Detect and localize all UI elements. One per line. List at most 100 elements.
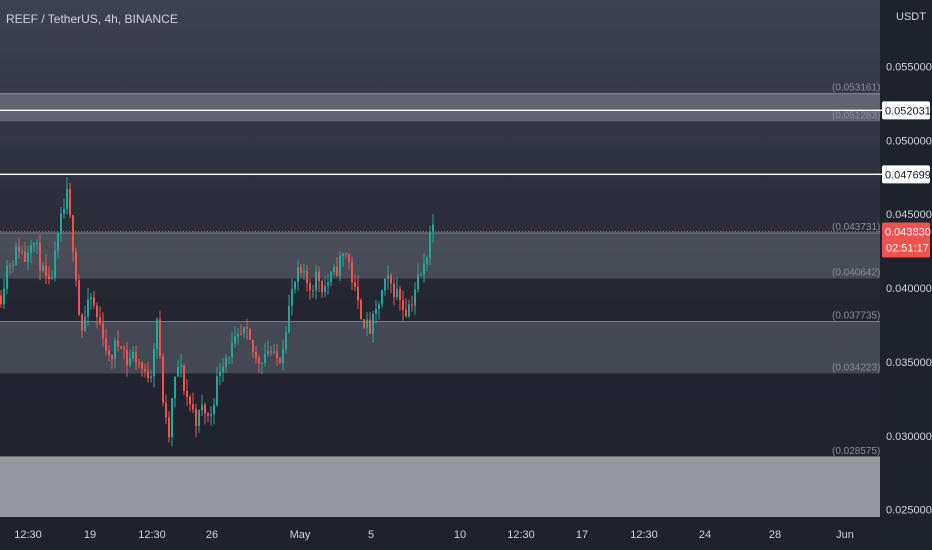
candle-body-140 — [417, 274, 419, 290]
candle-body-108 — [321, 281, 323, 293]
candle-body-86 — [255, 351, 257, 358]
candle-body-129 — [384, 278, 386, 291]
candle-body-16 — [45, 265, 47, 276]
x-tick-label-9: 17 — [576, 529, 588, 541]
candle-body-11 — [30, 244, 32, 253]
chart-title: REEF / TetherUS, 4h, BINANCE — [6, 12, 178, 26]
candle-body-81 — [240, 333, 242, 335]
candle-body-90 — [267, 351, 269, 354]
candle-body-83 — [246, 326, 248, 329]
candle-body-142 — [423, 263, 425, 275]
candle-body-139 — [414, 289, 416, 306]
candle-body-35 — [102, 323, 104, 339]
candle-body-64 — [189, 396, 191, 405]
y-tick-label-6: 0.030000 — [886, 431, 932, 443]
candle-body-84 — [249, 328, 251, 340]
candle-body-63 — [186, 390, 188, 397]
candle-body-49 — [144, 369, 146, 372]
candle-body-3 — [6, 265, 8, 289]
candle-body-125 — [372, 313, 374, 334]
y-axis[interactable]: 0.055000 0.050000 0.045000 0.040000 0.035000… — [876, 0, 932, 550]
candle-body-76 — [225, 357, 227, 367]
candle-body-32 — [93, 297, 95, 306]
y-tick-label-7: 0.025000 — [886, 505, 932, 517]
level-tag-label-1: 0.052031 — [885, 105, 931, 117]
candle-body-68 — [201, 404, 203, 411]
currency-label: USDT — [896, 11, 926, 23]
zone-1 — [0, 93, 880, 122]
candle-body-66 — [195, 409, 197, 426]
level-tag-bg-1 — [882, 101, 930, 120]
candle-body-62 — [183, 365, 185, 391]
candle-body-128 — [381, 290, 383, 305]
x-axis-bg — [0, 517, 932, 550]
candle-body-42 — [123, 348, 125, 350]
y-tick-label-1: 0.055000 — [886, 61, 932, 73]
candle-body-23 — [66, 188, 68, 209]
candle-body-97 — [288, 305, 290, 333]
candle-body-28 — [81, 314, 83, 331]
candle-body-36 — [105, 338, 107, 351]
candle-body-19 — [54, 250, 56, 278]
candle-body-130 — [387, 275, 389, 279]
x-axis[interactable]: 12:30 19 12:30 26 May 5 10 12:30 17 12:30 24 28 Jun — [0, 517, 932, 550]
candle-body-41 — [120, 346, 122, 349]
candle-body-31 — [90, 297, 92, 300]
candle-body-53 — [156, 319, 158, 349]
x-tick-label-1: 12:30 — [14, 529, 42, 541]
candle-body-135 — [402, 300, 404, 310]
candle-body-10 — [27, 252, 29, 262]
y-tick-label-5: 0.035000 — [886, 357, 932, 369]
candle-body-118 — [351, 261, 353, 283]
zone-1-bottom-label: (0.051283) — [832, 110, 880, 121]
candle-body-88 — [261, 362, 263, 364]
candle-body-91 — [270, 351, 272, 353]
candle-body-65 — [192, 404, 194, 410]
candle-body-104 — [309, 283, 311, 291]
zone-3-bottom-label: (0.034223) — [832, 362, 880, 373]
candle-body-103 — [306, 271, 308, 284]
candle-body-123 — [366, 319, 368, 328]
candle-body-47 — [138, 362, 140, 364]
candle-body-126 — [375, 308, 377, 314]
candle-body-51 — [150, 376, 152, 379]
candle-body-44 — [129, 358, 131, 366]
candle-body-136 — [405, 309, 407, 317]
candle-body-48 — [141, 362, 143, 370]
candle-body-133 — [396, 288, 398, 297]
candle-body-60 — [177, 367, 179, 377]
candle-body-50 — [147, 371, 149, 379]
zone-1-top-label: (0.053161) — [832, 83, 880, 94]
candle-body-37 — [108, 350, 110, 356]
candle-body-78 — [231, 343, 233, 358]
candle-body-20 — [57, 233, 59, 251]
candle-body-110 — [327, 282, 329, 286]
last-price-tag: 0.043830 02:51:17 — [882, 222, 931, 258]
candle-body-21 — [60, 213, 62, 234]
candle-body-7 — [18, 246, 20, 252]
candle-body-33 — [96, 305, 98, 318]
candle-body-29 — [84, 316, 86, 331]
candle-body-73 — [216, 376, 218, 405]
candle-body-94 — [279, 358, 281, 363]
candles-layer — [0, 177, 434, 447]
candle-body-145 — [432, 224, 434, 232]
candle-body-13 — [36, 242, 38, 244]
candle-body-99 — [294, 281, 296, 289]
candle-body-67 — [198, 410, 200, 426]
x-tick-label-10: 12:30 — [630, 529, 658, 541]
candle-body-2 — [3, 288, 5, 305]
candle-body-138 — [411, 304, 413, 306]
candle-body-72 — [213, 404, 215, 414]
candle-body-71 — [210, 413, 212, 416]
x-tick-label-7: 10 — [454, 529, 466, 541]
candle-body-114 — [339, 255, 341, 276]
candle-body-87 — [258, 357, 260, 364]
candle-body-112 — [333, 267, 335, 273]
candle-body-131 — [390, 275, 392, 284]
x-tick-label-8: 12:30 — [507, 529, 535, 541]
candle-body-4 — [9, 265, 11, 267]
y-tick-label-3: 0.045000 — [886, 209, 932, 221]
candle-body-115 — [342, 253, 344, 256]
